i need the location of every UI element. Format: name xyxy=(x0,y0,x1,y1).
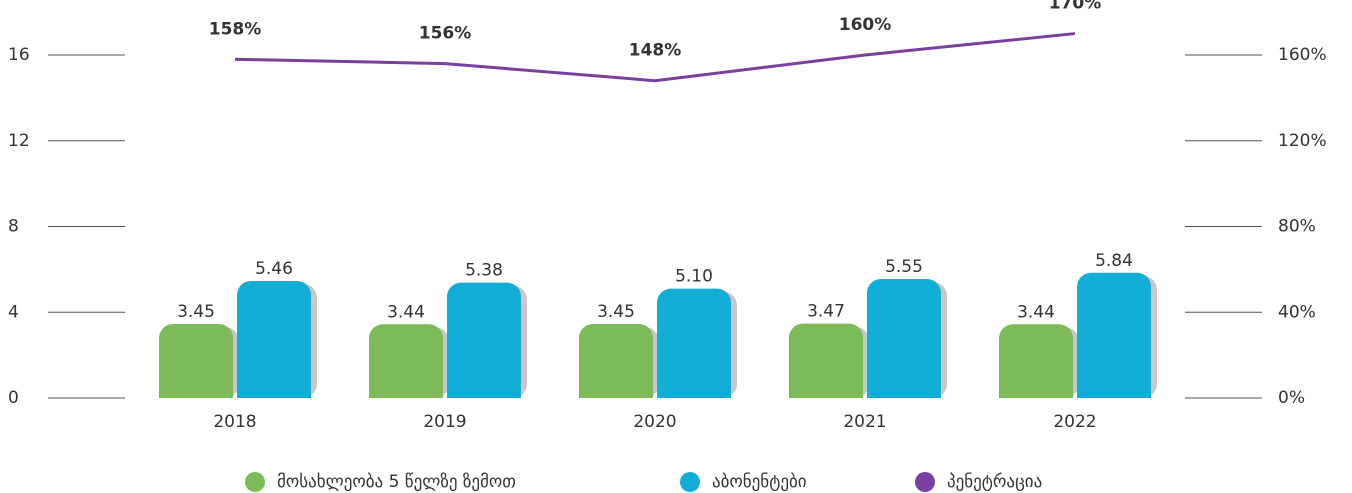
y2-tick-label: 0% xyxy=(1278,388,1305,408)
legend-marker xyxy=(680,472,700,492)
y2-tick-label: 160% xyxy=(1278,45,1327,65)
line-label: 148% xyxy=(629,41,682,61)
x-tick-label: 2019 xyxy=(423,412,466,432)
x-tick-label: 2022 xyxy=(1053,412,1096,432)
line xyxy=(234,32,1076,83)
x-tick-label: 2018 xyxy=(213,412,256,432)
x-tick-label: 2021 xyxy=(843,412,886,432)
line-label: 170% xyxy=(1049,0,1102,14)
bar xyxy=(999,324,1073,398)
data-label: 5.84 xyxy=(1095,251,1133,271)
bar-foot xyxy=(789,384,863,398)
y-tick-label: 0 xyxy=(8,388,19,408)
data-label: 5.55 xyxy=(885,257,923,277)
data-label: 5.10 xyxy=(675,267,713,287)
legend-marker xyxy=(245,472,265,492)
legend-label: მოსახლეობა 5 წელზე ზემოთ xyxy=(277,472,516,492)
bar-foot xyxy=(657,384,731,398)
data-label: 5.46 xyxy=(255,259,293,279)
bar xyxy=(447,282,521,398)
bar xyxy=(867,279,941,398)
legend-label: აბონენტები xyxy=(712,472,807,492)
line-label: 160% xyxy=(839,15,892,35)
bar-foot xyxy=(579,384,653,398)
bar-foot xyxy=(1077,384,1151,398)
bar-foot xyxy=(369,384,443,398)
bar xyxy=(237,280,311,398)
y2-tick-label: 40% xyxy=(1278,302,1316,322)
bar-foot xyxy=(999,384,1073,398)
y2-tick-label: 120% xyxy=(1278,131,1327,151)
legend-marker xyxy=(915,472,935,492)
bar xyxy=(657,288,731,398)
y2-tick-label: 80% xyxy=(1278,217,1316,237)
bar xyxy=(789,323,863,398)
data-label: 3.47 xyxy=(807,302,845,322)
data-label: 5.38 xyxy=(465,261,503,281)
bar-foot xyxy=(237,384,311,398)
y-tick-label: 4 xyxy=(8,302,19,322)
y-tick-label: 8 xyxy=(8,217,19,237)
bar xyxy=(369,324,443,398)
bar-foot xyxy=(447,384,521,398)
bar xyxy=(159,324,233,398)
line-label: 156% xyxy=(419,24,472,44)
y-tick-label: 12 xyxy=(8,131,30,151)
legend-label: პენეტრაცია xyxy=(947,472,1042,492)
line-label: 158% xyxy=(209,19,262,39)
data-label: 3.45 xyxy=(177,302,215,322)
x-tick-label: 2020 xyxy=(633,412,676,432)
bar-foot xyxy=(867,384,941,398)
data-label: 3.44 xyxy=(1017,302,1055,322)
bar-foot xyxy=(159,384,233,398)
y-tick-label: 16 xyxy=(8,45,30,65)
data-label: 3.45 xyxy=(597,302,635,322)
bar xyxy=(1077,272,1151,398)
data-label: 3.44 xyxy=(387,302,425,322)
bar xyxy=(579,324,653,398)
